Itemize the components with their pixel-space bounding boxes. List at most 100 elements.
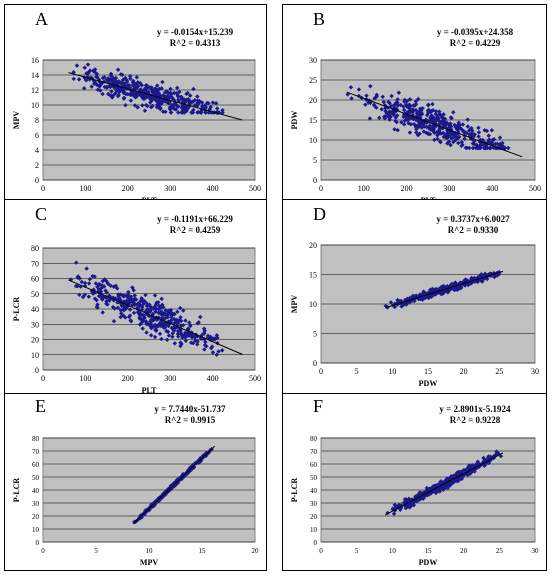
data-point (493, 452, 498, 457)
data-point (137, 315, 142, 320)
x-tick-label: 5 (94, 547, 98, 555)
data-point (497, 143, 502, 149)
data-point (115, 305, 121, 310)
data-point (104, 301, 109, 306)
x-axis-label: PDW (419, 379, 438, 388)
data-point (161, 321, 167, 327)
data-point (89, 84, 94, 89)
data-point (148, 321, 154, 326)
data-point (134, 302, 140, 307)
data-point (128, 91, 134, 96)
data-point (419, 112, 425, 117)
x-tick-label: 400 (207, 184, 219, 193)
data-point (123, 315, 128, 320)
data-point (162, 325, 168, 330)
data-point (105, 281, 110, 286)
data-point (98, 289, 104, 294)
data-point (214, 352, 219, 357)
data-point (195, 342, 200, 347)
data-point (170, 327, 176, 332)
panel-label: D (313, 204, 326, 224)
data-point (188, 93, 193, 98)
data-point (388, 300, 394, 305)
data-point (82, 280, 88, 286)
data-point (428, 109, 434, 115)
x-tick-label: 30 (531, 367, 539, 376)
data-point (179, 110, 184, 115)
data-point (118, 80, 124, 85)
data-point (136, 83, 141, 89)
y-tick-label: 10 (31, 101, 39, 110)
data-point (185, 468, 191, 473)
data-point (385, 510, 390, 516)
data-point (413, 124, 419, 129)
regression-equation: y = 2.8901x-5.1924 (439, 404, 511, 414)
data-point (153, 86, 158, 91)
data-point (459, 143, 464, 149)
data-point (167, 105, 173, 110)
data-point (164, 337, 170, 343)
data-point (471, 468, 477, 473)
data-point (126, 289, 131, 295)
x-tick-label: 100 (358, 184, 370, 193)
data-point (111, 93, 116, 98)
data-point (159, 336, 164, 342)
data-point (74, 260, 79, 265)
data-point (168, 90, 173, 96)
data-point (143, 292, 148, 298)
data-point (111, 318, 117, 324)
data-point (104, 299, 109, 304)
data-point (180, 96, 186, 102)
y-tick-label: 25 (309, 76, 317, 85)
data-point (75, 283, 80, 289)
data-point (186, 97, 191, 102)
data-point (197, 98, 202, 104)
data-point (389, 93, 394, 99)
data-point (429, 118, 435, 123)
x-tick-label: 0 (319, 547, 323, 555)
data-point (71, 76, 76, 82)
data-point (111, 298, 116, 303)
data-point (488, 145, 493, 151)
y-tick-label: 30 (310, 500, 318, 508)
data-point (210, 100, 216, 105)
data-point (147, 323, 153, 328)
data-point (81, 86, 87, 91)
y-tick-label: 10 (309, 300, 317, 309)
data-point (158, 305, 163, 310)
data-point (79, 279, 84, 285)
data-point (100, 310, 105, 315)
x-tick-label: 300 (164, 184, 176, 193)
data-point (142, 87, 147, 93)
data-point (187, 101, 192, 106)
data-point (138, 298, 144, 304)
data-point (102, 277, 107, 282)
data-point (87, 276, 93, 282)
fit-line (68, 72, 243, 121)
data-point (100, 75, 106, 81)
y-tick-label: 4 (35, 146, 39, 155)
data-point (116, 89, 122, 95)
data-point (85, 62, 91, 67)
data-point (382, 103, 388, 108)
data-point (424, 485, 430, 491)
data-point (451, 110, 456, 115)
data-point (153, 302, 159, 308)
data-point (500, 140, 505, 146)
data-point (140, 304, 145, 310)
data-point (119, 301, 125, 307)
regression-equation: y = 0.3737x+6.0027 (436, 214, 510, 224)
data-point (220, 107, 225, 113)
data-point (152, 89, 157, 94)
data-point (180, 323, 186, 328)
data-point (109, 89, 114, 94)
data-point (451, 132, 456, 138)
data-point (426, 492, 432, 497)
data-point (436, 487, 442, 492)
data-point (366, 100, 371, 105)
data-point (150, 103, 155, 109)
data-point (185, 326, 191, 331)
y-tick-label: 70 (32, 448, 40, 456)
data-point (220, 348, 225, 353)
data-point (167, 95, 172, 100)
